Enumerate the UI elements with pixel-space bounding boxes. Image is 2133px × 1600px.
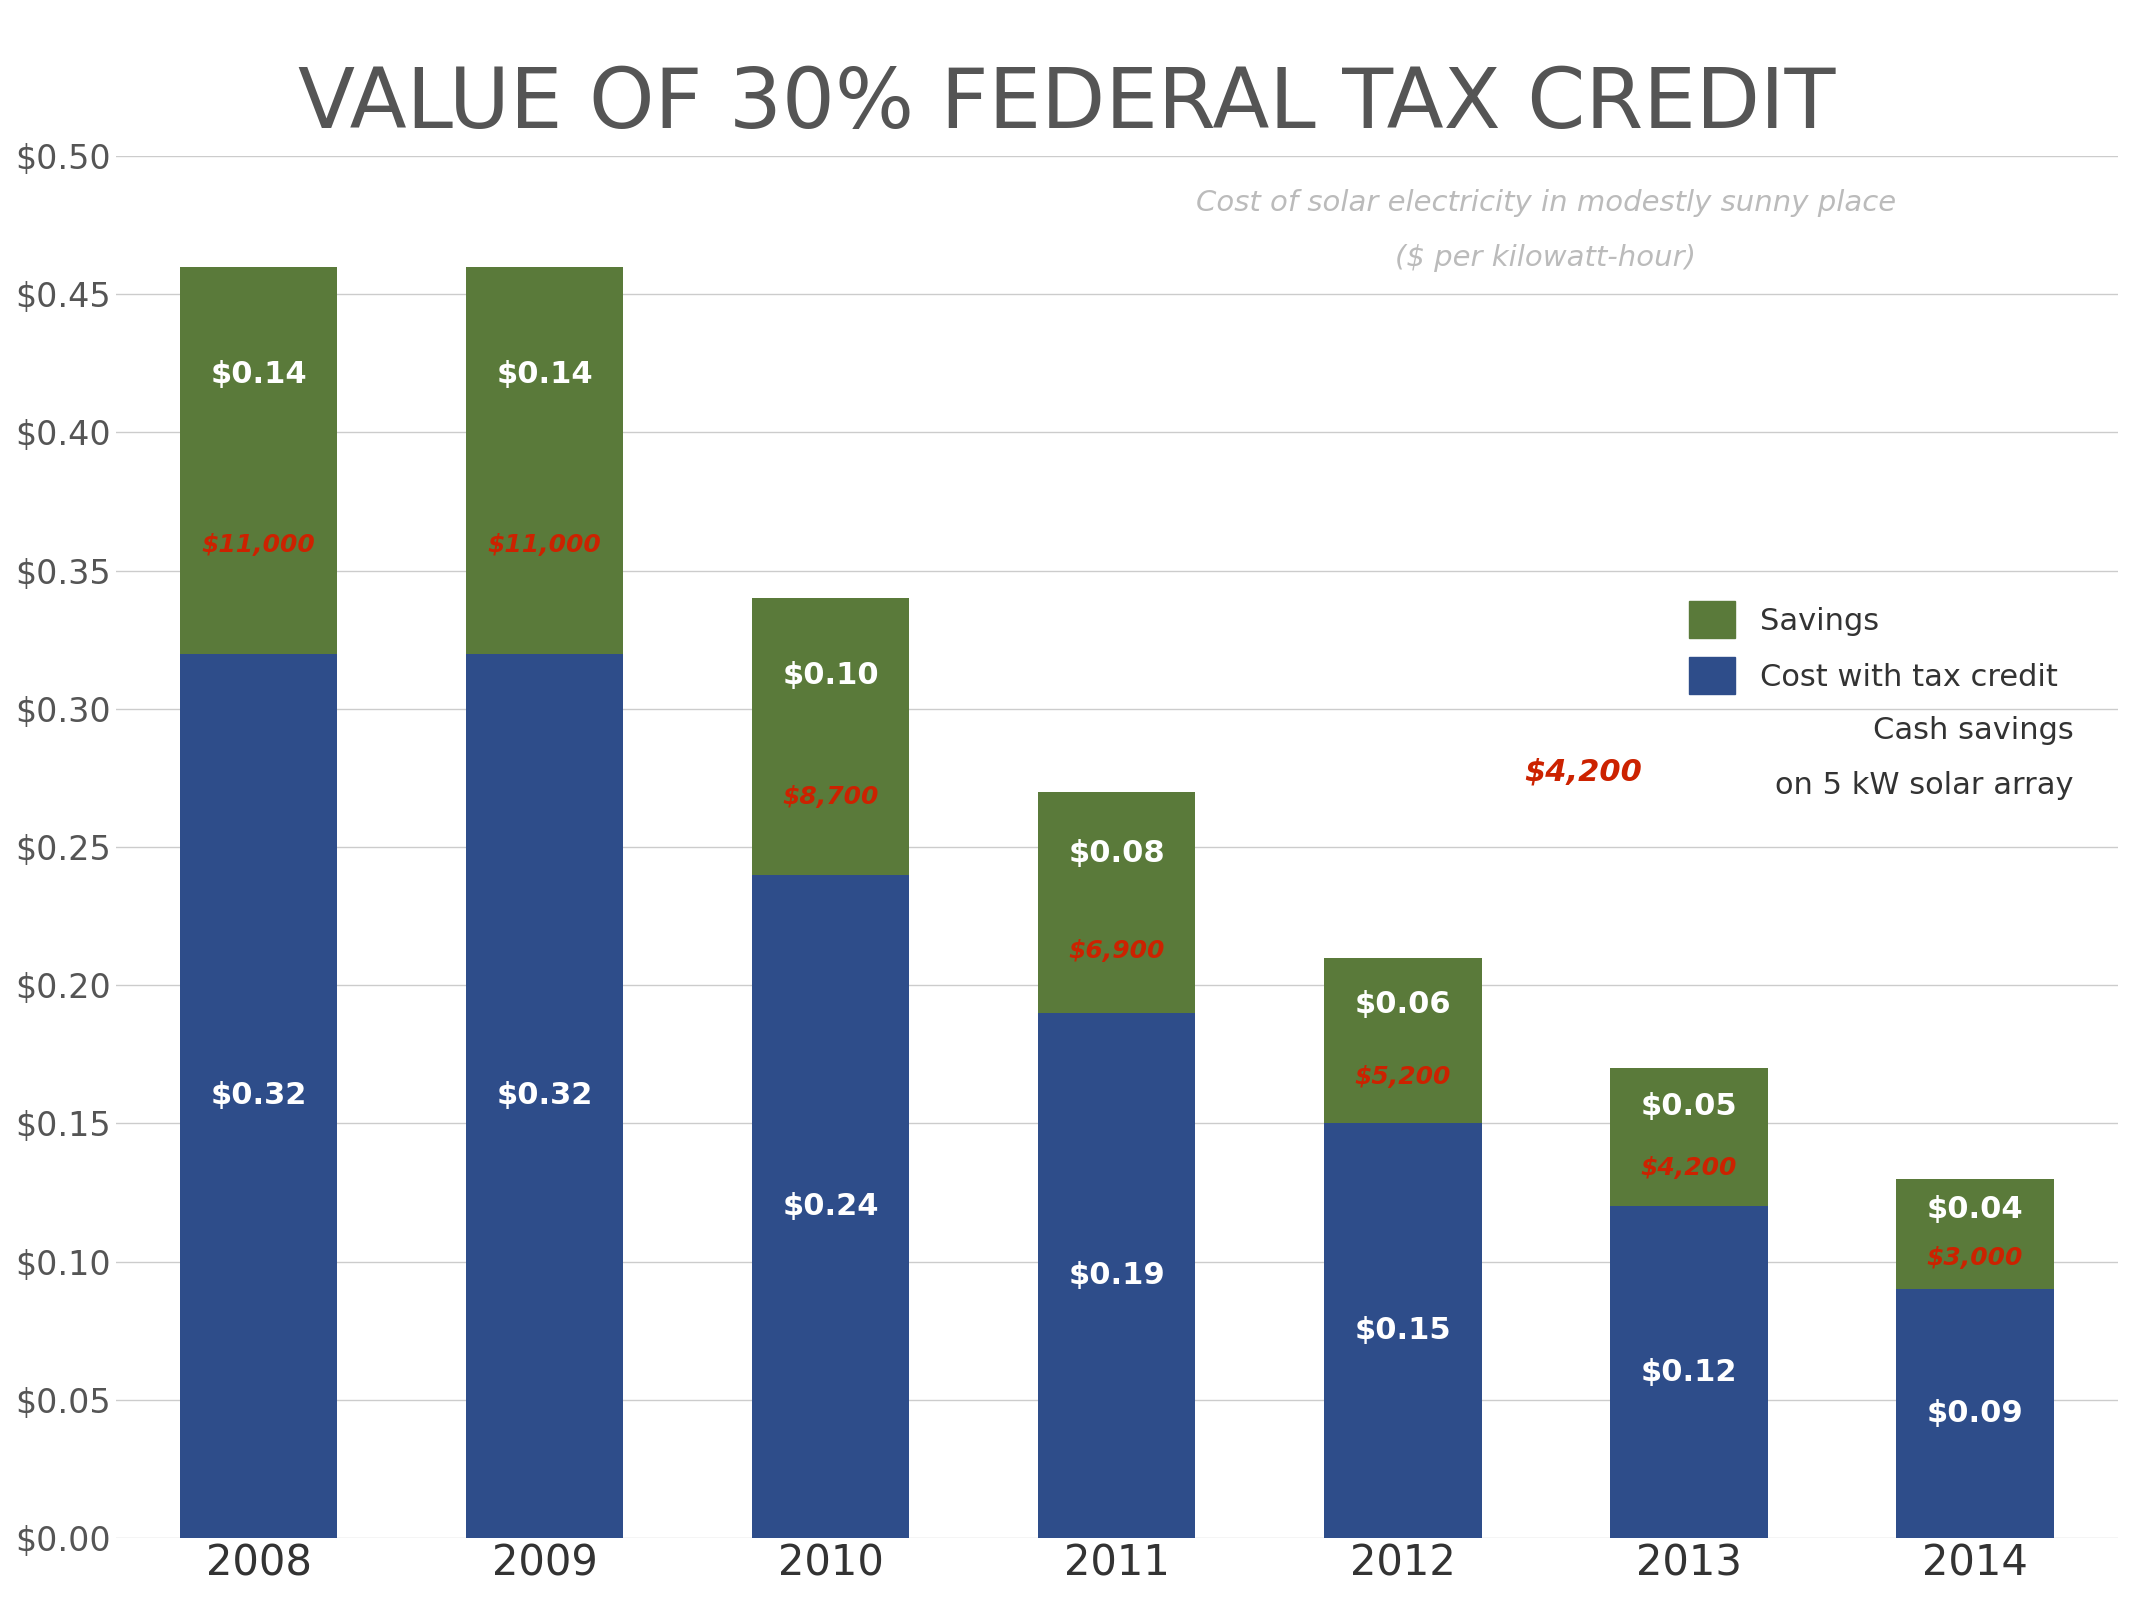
Text: $0.19: $0.19: [1069, 1261, 1165, 1290]
Bar: [753, 875, 909, 1538]
Text: $0.10: $0.10: [783, 661, 879, 690]
Text: $0.12: $0.12: [1640, 1358, 1736, 1387]
Text: $0.05: $0.05: [1640, 1093, 1736, 1122]
Text: $0.09: $0.09: [1926, 1400, 2024, 1429]
Text: $4,200: $4,200: [1525, 758, 1642, 787]
Bar: [1610, 1206, 1768, 1538]
Text: $3,000: $3,000: [1926, 1246, 2024, 1270]
Bar: [1039, 792, 1194, 1013]
Text: VALUE OF 30% FEDERAL TAX CREDIT: VALUE OF 30% FEDERAL TAX CREDIT: [299, 64, 1834, 146]
Bar: [1896, 1290, 2054, 1538]
Text: $0.14: $0.14: [211, 360, 307, 389]
Text: $0.08: $0.08: [1069, 840, 1165, 869]
Text: on 5 kW solar array: on 5 kW solar array: [1775, 771, 2073, 800]
Bar: [1610, 1069, 1768, 1206]
Bar: [753, 598, 909, 875]
Bar: [465, 653, 623, 1538]
Text: Cash savings: Cash savings: [1873, 715, 2073, 744]
Text: Cost of solar electricity in modestly sunny place: Cost of solar electricity in modestly su…: [1197, 189, 1896, 218]
Bar: [1039, 1013, 1194, 1538]
Text: $0.04: $0.04: [1926, 1195, 2024, 1224]
Text: $0.24: $0.24: [783, 1192, 879, 1221]
Text: $6,900: $6,900: [1069, 939, 1165, 963]
Text: $8,700: $8,700: [783, 786, 879, 810]
Text: $0.15: $0.15: [1354, 1317, 1450, 1346]
Text: $4,200: $4,200: [1640, 1155, 1736, 1179]
Bar: [179, 267, 337, 653]
Text: $5,200: $5,200: [1354, 1066, 1450, 1090]
Bar: [1325, 1123, 1482, 1538]
Text: $0.32: $0.32: [211, 1082, 307, 1110]
Text: $11,000: $11,000: [203, 533, 316, 557]
Bar: [1896, 1179, 2054, 1290]
Bar: [465, 267, 623, 653]
Bar: [179, 653, 337, 1538]
Text: $0.06: $0.06: [1354, 989, 1450, 1019]
Legend: Savings, Cost with tax credit: Savings, Cost with tax credit: [1674, 586, 2073, 709]
Bar: [1325, 958, 1482, 1123]
Text: ($ per kilowatt-hour): ($ per kilowatt-hour): [1395, 245, 1696, 272]
Text: $0.32: $0.32: [497, 1082, 593, 1110]
Text: $11,000: $11,000: [488, 533, 602, 557]
Text: $0.14: $0.14: [497, 360, 593, 389]
